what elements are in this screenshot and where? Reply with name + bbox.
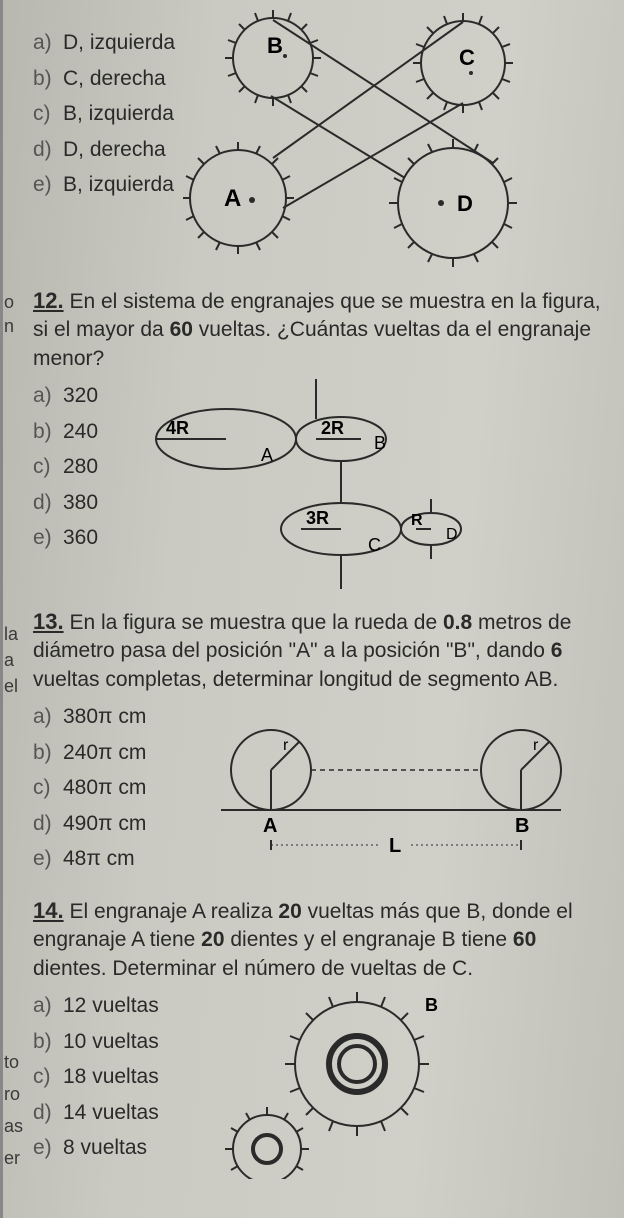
label-d: D <box>446 526 458 543</box>
option-b: b)10 vueltas <box>33 1025 159 1059</box>
q13-figure: r r A B L <box>201 700 610 870</box>
q14-twenty1: 20 <box>278 900 301 923</box>
q12-sixty: 60 <box>170 318 193 341</box>
q11-block: a)D, izquierda b)C, derecha c)B, izquier… <box>33 8 610 268</box>
option-c: c)480π cm <box>33 771 193 805</box>
gear-label-a: A <box>224 185 241 212</box>
q12-figure: 4R A 2R B 3R C R <box>106 379 610 589</box>
gear-label-c: C <box>459 45 475 70</box>
option-text: B, izquierda <box>63 97 174 131</box>
option-text: 380 <box>63 486 98 520</box>
q13-six: 6 <box>551 639 563 662</box>
option-text: 490π cm <box>63 807 146 841</box>
option-text: C, derecha <box>63 62 166 96</box>
side-letter: n <box>4 316 14 337</box>
option-text: 240π cm <box>63 736 146 770</box>
option-text: D, derecha <box>63 133 166 167</box>
label-l: L <box>389 835 401 857</box>
option-b: b)240π cm <box>33 736 193 770</box>
side-letter: as <box>4 1116 23 1137</box>
label-2r: 2R <box>321 418 344 438</box>
option-text: D, izquierda <box>63 26 175 60</box>
option-e: e)48π cm <box>33 842 193 876</box>
label-3r: 3R <box>306 508 329 528</box>
option-d: d)380 <box>33 486 98 520</box>
q14-t4: dientes. Determinar el número de vueltas… <box>33 957 473 980</box>
side-letter: ro <box>4 1084 20 1105</box>
side-letter: o <box>4 292 14 313</box>
option-text: 240 <box>63 415 98 449</box>
option-text: 280 <box>63 450 98 484</box>
q12-block: 12. En el sistema de engranajes que se m… <box>33 286 610 589</box>
option-text: 18 vueltas <box>63 1060 159 1094</box>
option-c: c)280 <box>33 450 98 484</box>
label-c: C <box>368 535 381 555</box>
q13-options: a)380π cm b)240π cm c)480π cm d)490π cm … <box>33 700 193 878</box>
option-text: 320 <box>63 379 98 413</box>
q14-sixty: 60 <box>513 928 536 951</box>
side-letter: to <box>4 1052 19 1073</box>
q14-text: 14. El engranaje A realiza 20 vueltas má… <box>33 896 610 983</box>
q14-t3: dientes y el engranaje B tiene <box>225 928 513 951</box>
option-text: 380π cm <box>63 700 146 734</box>
side-letter: a <box>4 650 14 671</box>
q13-08: 0.8 <box>443 611 472 634</box>
q12-text: 12. En el sistema de engranajes que se m… <box>33 286 610 373</box>
q12-number: 12. <box>33 288 64 313</box>
side-letter: el <box>4 676 18 697</box>
q11-figure: B C <box>183 8 610 268</box>
q14-options: a)12 vueltas b)10 vueltas c)18 vueltas d… <box>33 989 159 1167</box>
gear-label-b: B <box>267 33 283 58</box>
option-c: c)B, izquierda <box>33 97 175 131</box>
label-4r: 4R <box>166 418 189 438</box>
side-letter: la <box>4 624 18 645</box>
label-a: A <box>261 445 273 465</box>
gear-label-d: D <box>457 191 473 216</box>
option-text: 14 vueltas <box>63 1096 159 1130</box>
option-e: e)B, izquierda <box>33 168 175 202</box>
label-b: B <box>374 433 386 453</box>
worksheet-page: o n la a el to ro as er a)D, izquierda b… <box>0 0 624 1218</box>
option-a: a)380π cm <box>33 700 193 734</box>
option-e: e)360 <box>33 521 98 555</box>
q13-t3: vueltas completas, determinar longitud d… <box>33 668 558 691</box>
option-d: d)14 vueltas <box>33 1096 159 1130</box>
q14-figure: B <box>167 989 610 1179</box>
label-r1: r <box>283 737 289 754</box>
q13-t1: En la figura se muestra que la rueda de <box>69 611 443 634</box>
label-a: A <box>263 815 277 837</box>
option-text: 12 vueltas <box>63 989 159 1023</box>
q12-options: a)320 b)240 c)280 d)380 e)360 <box>33 379 98 557</box>
option-b: b)240 <box>33 415 98 449</box>
q14-twenty2: 20 <box>201 928 224 951</box>
label-r2: r <box>533 737 539 754</box>
option-a: a)320 <box>33 379 98 413</box>
option-e: e)8 vueltas <box>33 1131 159 1165</box>
q13-number: 13. <box>33 609 64 634</box>
option-b: b)C, derecha <box>33 62 175 96</box>
option-a: a)D, izquierda <box>33 26 175 60</box>
option-a: a)12 vueltas <box>33 989 159 1023</box>
label-b: B <box>515 815 529 837</box>
option-text: 10 vueltas <box>63 1025 159 1059</box>
q14-number: 14. <box>33 898 64 923</box>
q13-block: 13. En la figura se muestra que la rueda… <box>33 607 610 878</box>
option-text: B, izquierda <box>63 168 174 202</box>
q14-block: 14. El engranaje A realiza 20 vueltas má… <box>33 896 610 1179</box>
label-r: R <box>411 512 423 529</box>
q13-text: 13. En la figura se muestra que la rueda… <box>33 607 610 694</box>
q11-options: a)D, izquierda b)C, derecha c)B, izquier… <box>33 8 175 204</box>
q14-t1: El engranaje A realiza <box>69 900 278 923</box>
option-text: 48π cm <box>63 842 135 876</box>
gear-label-b: B <box>425 995 438 1015</box>
option-text: 8 vueltas <box>63 1131 147 1165</box>
option-d: d)490π cm <box>33 807 193 841</box>
option-c: c)18 vueltas <box>33 1060 159 1094</box>
side-letter: er <box>4 1148 20 1169</box>
option-text: 360 <box>63 521 98 555</box>
option-text: 480π cm <box>63 771 146 805</box>
option-d: d)D, derecha <box>33 133 175 167</box>
